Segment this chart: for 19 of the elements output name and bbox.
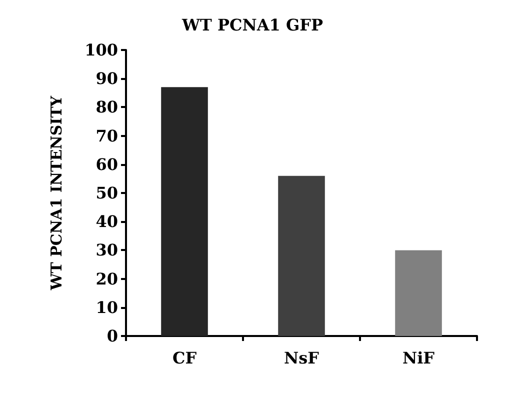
y-tick-label: 80 <box>96 98 118 117</box>
bar <box>278 176 325 336</box>
y-tick-label: 10 <box>96 298 118 317</box>
y-tick-label: 40 <box>96 212 118 232</box>
bar <box>395 250 442 336</box>
y-axis-title: WT PCNA1 INTENSITY <box>48 96 66 292</box>
y-tick-label: 60 <box>96 154 118 174</box>
y-tick-label: 30 <box>96 240 118 260</box>
y-tick-label: 70 <box>96 126 118 146</box>
chart-title: WT PCNA1 GFP <box>180 16 324 34</box>
y-tick-label: 20 <box>96 269 118 288</box>
x-tick-label: NiF <box>402 348 436 368</box>
y-tick-label: 100 <box>84 40 118 60</box>
x-tick-label: NsF <box>284 348 320 368</box>
y-tick-label: 90 <box>96 69 118 88</box>
y-tick-label: 50 <box>96 184 118 202</box>
x-tick-label: CF <box>172 348 198 368</box>
y-tick-label: 0 <box>106 326 118 346</box>
bar <box>161 87 208 336</box>
